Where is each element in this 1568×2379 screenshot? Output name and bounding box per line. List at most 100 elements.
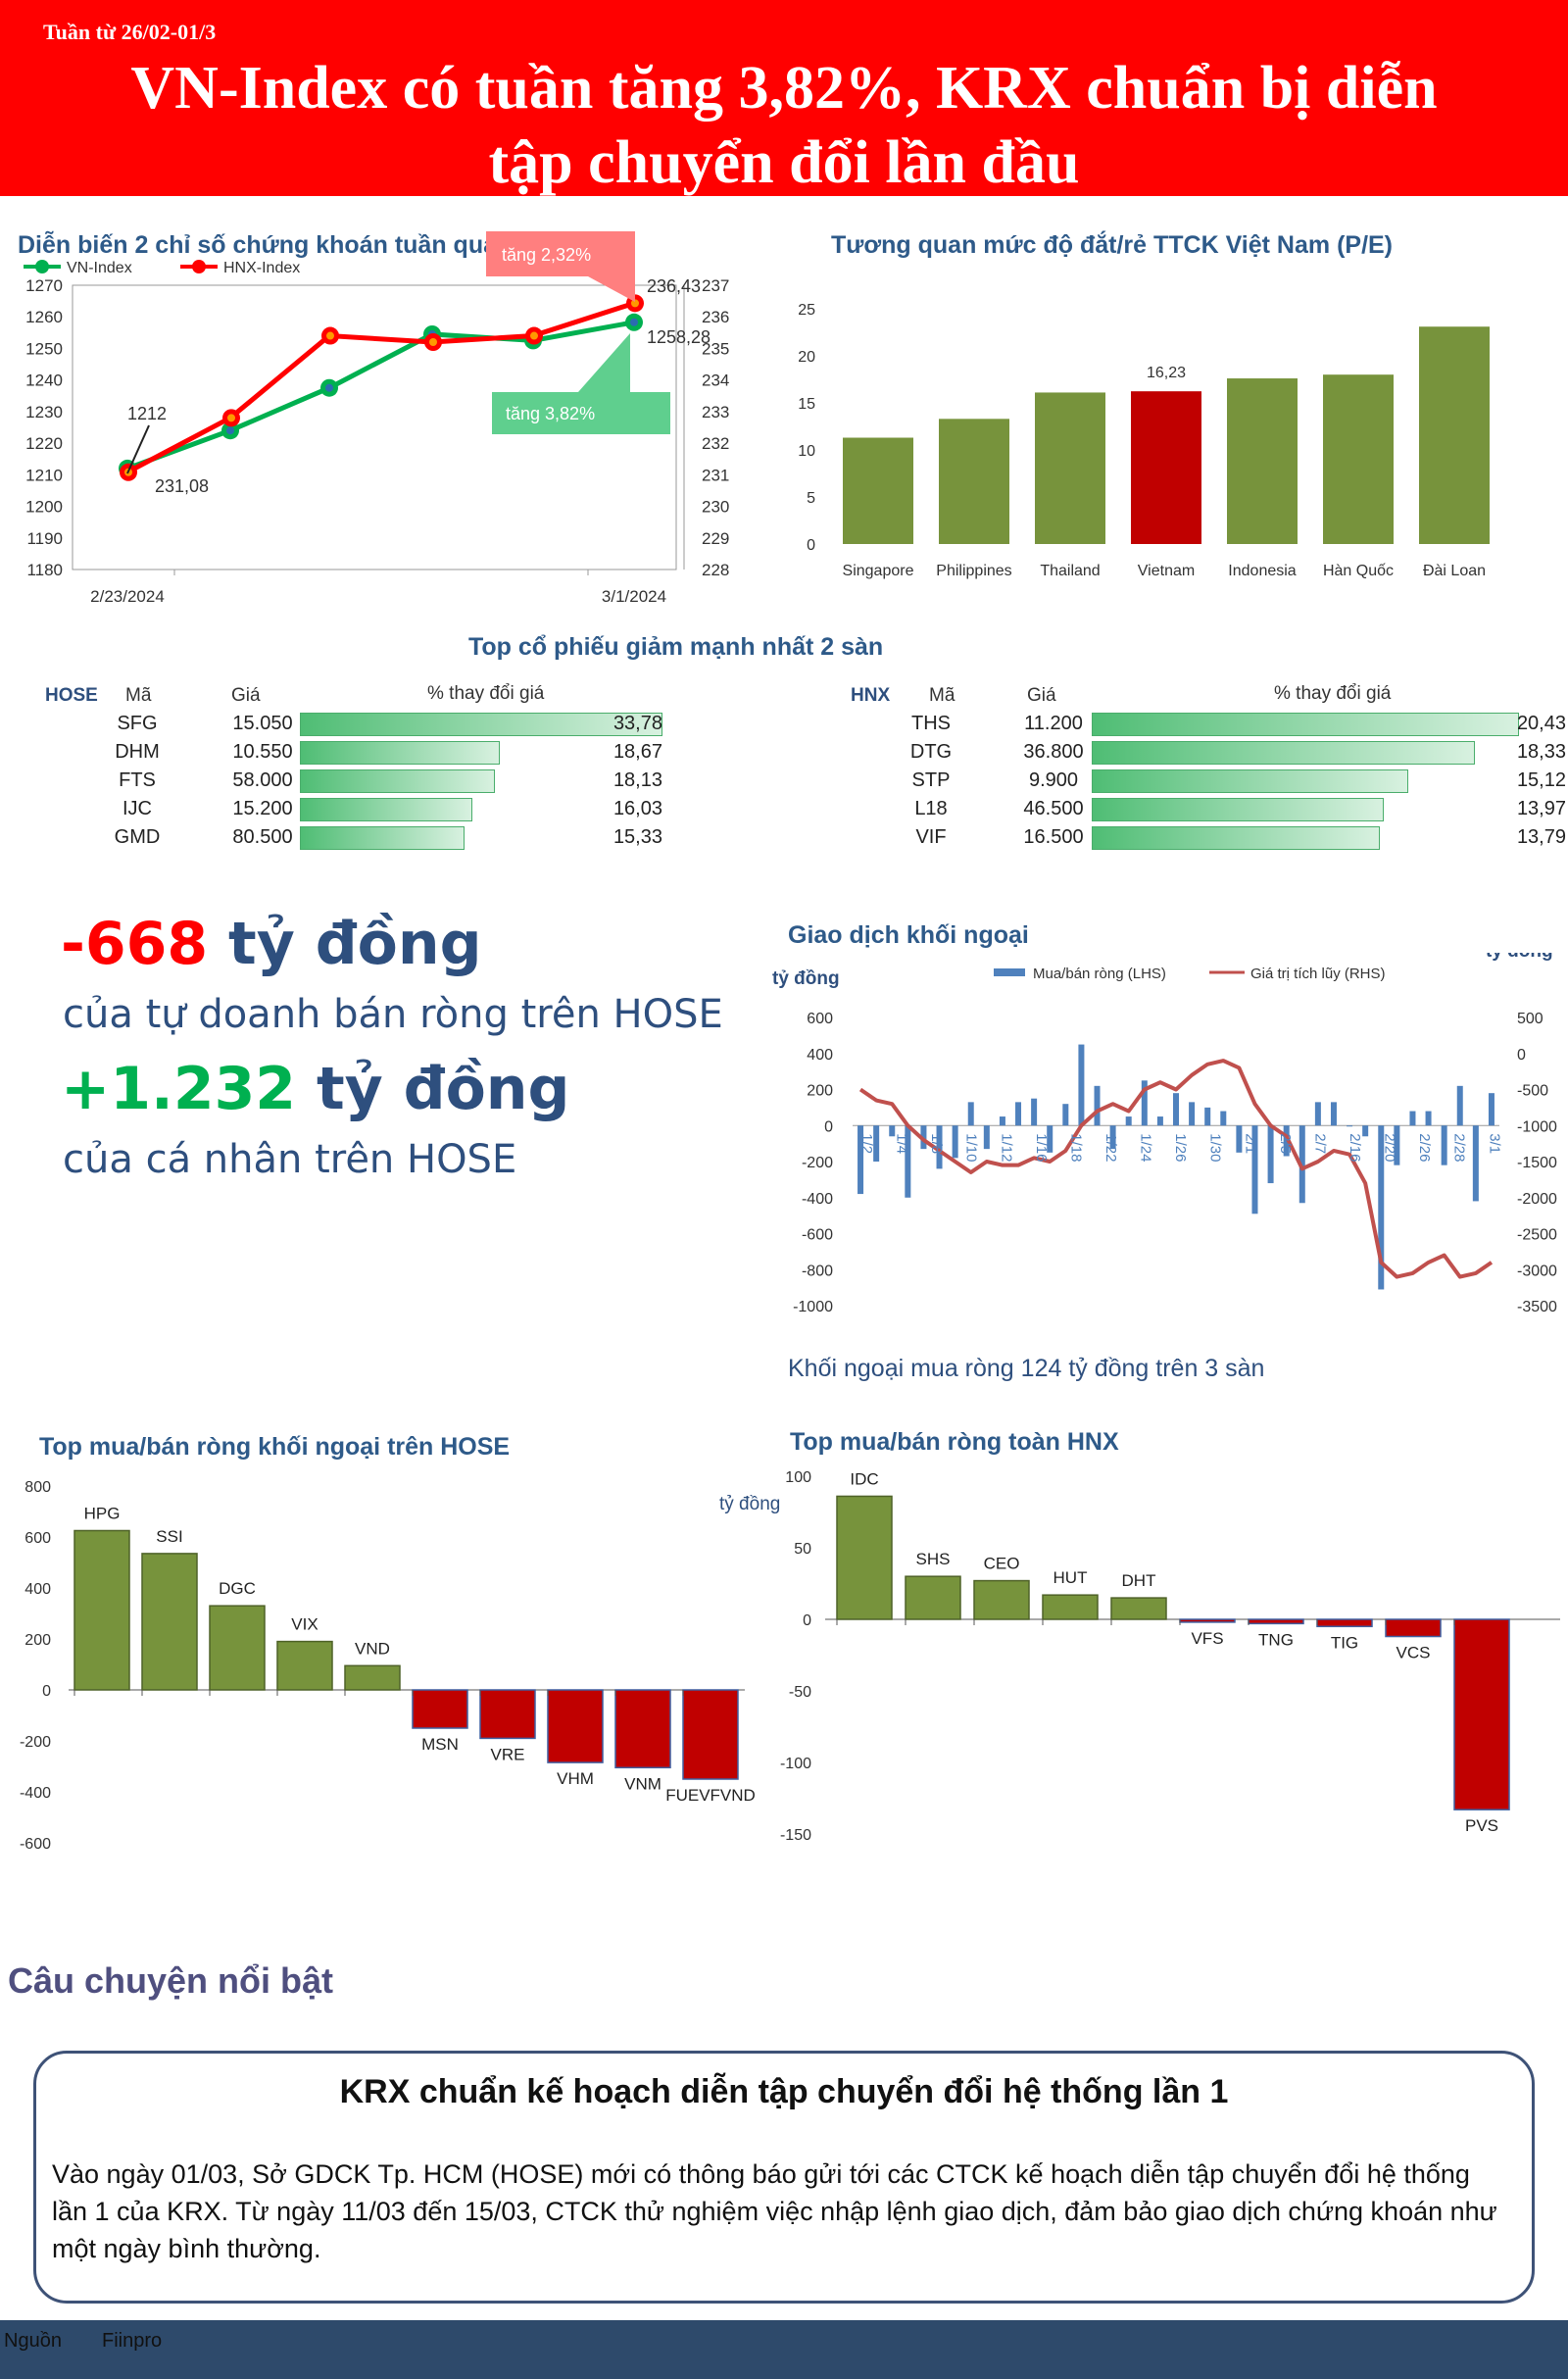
legend-bar-swatch bbox=[994, 968, 1025, 976]
hose-label: VRE bbox=[491, 1745, 525, 1763]
foreign-chart: tỷ đồng tỷ đồng 600 400 200 0 -200 -400 -600 -800… bbox=[772, 953, 1557, 1315]
pe-y-tick: 10 bbox=[798, 443, 815, 460]
index-chart: 1270 1260 1250 1240 1230 1220 1210 1200 1190 1180… bbox=[24, 231, 729, 606]
hose-label: VIX bbox=[291, 1615, 318, 1634]
foreign-net-bar bbox=[1298, 1125, 1305, 1204]
row-pct-bar bbox=[1092, 826, 1380, 850]
row-price: 11.200 bbox=[1024, 713, 1083, 734]
foreign-net-bar bbox=[873, 1125, 880, 1162]
hnx-label: DHT bbox=[1122, 1571, 1156, 1590]
row-pct: 13,79 bbox=[1516, 826, 1566, 848]
hnx-label: HUT bbox=[1054, 1568, 1088, 1587]
pe-bar-thailand bbox=[1035, 392, 1105, 544]
y-right-tick: 228 bbox=[702, 561, 729, 579]
y-right-tick: 231 bbox=[702, 466, 729, 484]
hnx-label: VFS bbox=[1191, 1629, 1223, 1648]
series-line-vn-index bbox=[126, 320, 635, 471]
foreign-x-label: 2/16 bbox=[1347, 1133, 1363, 1162]
pe-bar-singapore bbox=[843, 437, 913, 544]
row-price: 46.500 bbox=[1023, 798, 1084, 819]
y-left-tick: 1240 bbox=[25, 372, 63, 390]
row-code: FTS bbox=[119, 769, 156, 791]
row-pct-bar bbox=[1092, 769, 1408, 793]
foreign-net-bar bbox=[1047, 1125, 1054, 1153]
hose-label: HPG bbox=[84, 1505, 121, 1523]
hose-bar-vhm bbox=[547, 1689, 604, 1763]
header-price: Giá bbox=[231, 685, 261, 706]
header-code: Mã bbox=[125, 685, 152, 706]
header-price: Giá bbox=[1027, 685, 1056, 706]
pe-x-label: Thailand bbox=[1040, 563, 1100, 579]
hose-bar-vnd bbox=[344, 1664, 401, 1691]
foreign-x-label: 1/26 bbox=[1172, 1133, 1189, 1162]
header-banner: Tuần từ 26/02-01/3 VN-Index có tuần tăng… bbox=[0, 0, 1568, 196]
foreign-y-right-tick: -1500 bbox=[1517, 1155, 1557, 1171]
foreign-ylabel-right: tỷ đồng bbox=[1486, 953, 1553, 962]
hnx-y-tick: -150 bbox=[780, 1827, 811, 1844]
story-heading: Câu chuyện nổi bật bbox=[8, 1960, 334, 2001]
pe-chart-title: Tương quan mức độ đắt/rẻ TTCK Việt Nam (… bbox=[831, 231, 1394, 259]
y-right-tick: 234 bbox=[702, 372, 729, 390]
pe-y-tick: 5 bbox=[807, 490, 815, 507]
pe-y-tick: 20 bbox=[798, 349, 815, 366]
title-line-2: tập chuyển đổi lần đầu bbox=[488, 129, 1080, 196]
pe-bar-đài-loan bbox=[1419, 326, 1490, 544]
foreign-net-bar bbox=[1425, 1111, 1432, 1126]
losers-title: Top cổ phiếu giảm mạnh nhất 2 sàn bbox=[468, 633, 884, 661]
row-pct-bar bbox=[1092, 741, 1475, 765]
header-pct: % thay đổi giá bbox=[427, 683, 545, 704]
foreign-x-label: 1/2 bbox=[858, 1133, 875, 1154]
hnx-bar-hut bbox=[1042, 1594, 1099, 1620]
hose-y-tick: 200 bbox=[24, 1632, 51, 1649]
pe-bar-philippines bbox=[939, 419, 1009, 544]
row-price: 16.500 bbox=[1023, 826, 1084, 848]
point-center bbox=[630, 318, 638, 326]
row-price: 9.900 bbox=[1028, 769, 1079, 791]
footer: Nguồn Fiinpro bbox=[0, 2320, 1568, 2379]
x-tick: 2/23/2024 bbox=[90, 587, 165, 606]
foreign-net-bar bbox=[1378, 1125, 1385, 1290]
pe-y-tick: 0 bbox=[807, 537, 815, 554]
vn-start-label: 1212 bbox=[127, 404, 167, 423]
legend-line-label: Giá trị tích lũy (RHS) bbox=[1250, 966, 1386, 982]
hose-label: VNM bbox=[624, 1774, 662, 1793]
foreign-y-right-tick: -1000 bbox=[1517, 1118, 1557, 1135]
story-box: KRX chuẩn kế hoạch diễn tập chuyển đổi h… bbox=[33, 2051, 1535, 2304]
hnx-change-pointer bbox=[588, 276, 635, 302]
y-right-tick: 236 bbox=[702, 308, 729, 326]
foreign-x-label: 2/20 bbox=[1382, 1133, 1398, 1162]
row-code: VIF bbox=[915, 826, 947, 848]
retail-unit: tỷ đồng bbox=[316, 1055, 570, 1123]
row-pct: 15,12 bbox=[1516, 769, 1566, 791]
hose-y-tick: 400 bbox=[24, 1581, 51, 1598]
week-label: Tuần từ 26/02-01/3 bbox=[43, 20, 217, 44]
foreign-net-bar bbox=[1031, 1098, 1038, 1126]
foreign-net-bar bbox=[1267, 1125, 1274, 1184]
foreign-net-bar bbox=[1220, 1111, 1227, 1126]
foreign-net-bar bbox=[889, 1125, 896, 1137]
y-left-tick: 1210 bbox=[25, 466, 63, 484]
hnx-ylabel: tỷ đồng bbox=[719, 1494, 780, 1514]
legend-marker bbox=[192, 260, 206, 273]
hnx-end-label: 236,43 bbox=[647, 276, 701, 296]
hose-label: SSI bbox=[156, 1527, 182, 1546]
row-pct: 33,78 bbox=[612, 713, 662, 734]
title-line-1: VN-Index có tuần tăng 3,82%, KRX chuẩn b… bbox=[130, 55, 1438, 122]
row-pct-bar bbox=[1092, 713, 1519, 736]
foreign-y-right-tick: 500 bbox=[1517, 1011, 1544, 1027]
hose-y-tick: 800 bbox=[24, 1479, 51, 1496]
row-pct: 15,33 bbox=[612, 826, 662, 848]
foreign-net-bar bbox=[1062, 1104, 1069, 1126]
y-left-tick: 1180 bbox=[26, 561, 63, 579]
y-left-tick: 1250 bbox=[25, 339, 63, 358]
foreign-x-label: 3/1 bbox=[1486, 1133, 1502, 1154]
pe-x-label: Hàn Quốc bbox=[1323, 563, 1394, 579]
row-code: THS bbox=[911, 713, 951, 734]
foreign-y-right-tick: -3000 bbox=[1517, 1263, 1557, 1279]
hose-bar-hpg bbox=[74, 1529, 130, 1691]
pe-x-label: Đài Loan bbox=[1423, 563, 1486, 579]
foreign-net-bar bbox=[920, 1125, 927, 1150]
header-code: Mã bbox=[929, 685, 956, 706]
vn-change-label: tăng 3,82% bbox=[506, 404, 595, 423]
row-code: L18 bbox=[914, 798, 948, 819]
